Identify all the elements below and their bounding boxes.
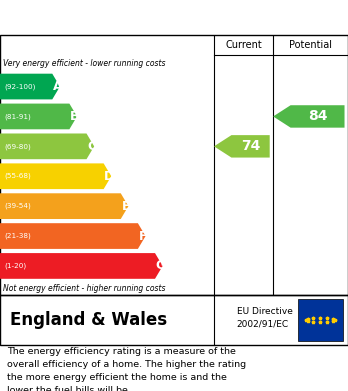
Polygon shape — [273, 105, 345, 127]
Text: England & Wales: England & Wales — [10, 311, 168, 329]
Bar — [298, 299, 343, 341]
Text: F: F — [139, 230, 148, 242]
Text: D: D — [104, 170, 114, 183]
Text: EU Directive
2002/91/EC: EU Directive 2002/91/EC — [237, 307, 293, 328]
Text: (81-91): (81-91) — [4, 113, 31, 120]
Text: (39-54): (39-54) — [4, 203, 31, 210]
Polygon shape — [0, 253, 163, 279]
Text: Current: Current — [225, 40, 262, 50]
Polygon shape — [214, 135, 270, 158]
Text: Energy Efficiency Rating: Energy Efficiency Rating — [10, 10, 220, 25]
Polygon shape — [0, 193, 128, 219]
Polygon shape — [0, 104, 77, 129]
Polygon shape — [0, 133, 94, 159]
Text: (69-80): (69-80) — [4, 143, 31, 150]
Text: The energy efficiency rating is a measure of the
overall efficiency of a home. T: The energy efficiency rating is a measur… — [7, 347, 246, 391]
Text: (21-38): (21-38) — [4, 233, 31, 239]
Text: Not energy efficient - higher running costs: Not energy efficient - higher running co… — [3, 283, 166, 292]
Text: (92-100): (92-100) — [4, 83, 35, 90]
Text: C: C — [87, 140, 96, 153]
Polygon shape — [0, 223, 145, 249]
Text: G: G — [155, 260, 166, 273]
Text: B: B — [70, 110, 79, 123]
Text: 74: 74 — [241, 139, 260, 153]
Polygon shape — [0, 163, 111, 189]
Text: E: E — [122, 200, 130, 213]
Text: (55-68): (55-68) — [4, 173, 31, 179]
Text: Potential: Potential — [289, 40, 332, 50]
Text: (1-20): (1-20) — [4, 263, 26, 269]
Text: 84: 84 — [308, 109, 327, 124]
Polygon shape — [0, 74, 60, 99]
Text: Very energy efficient - lower running costs: Very energy efficient - lower running co… — [3, 59, 166, 68]
Text: A: A — [53, 80, 62, 93]
